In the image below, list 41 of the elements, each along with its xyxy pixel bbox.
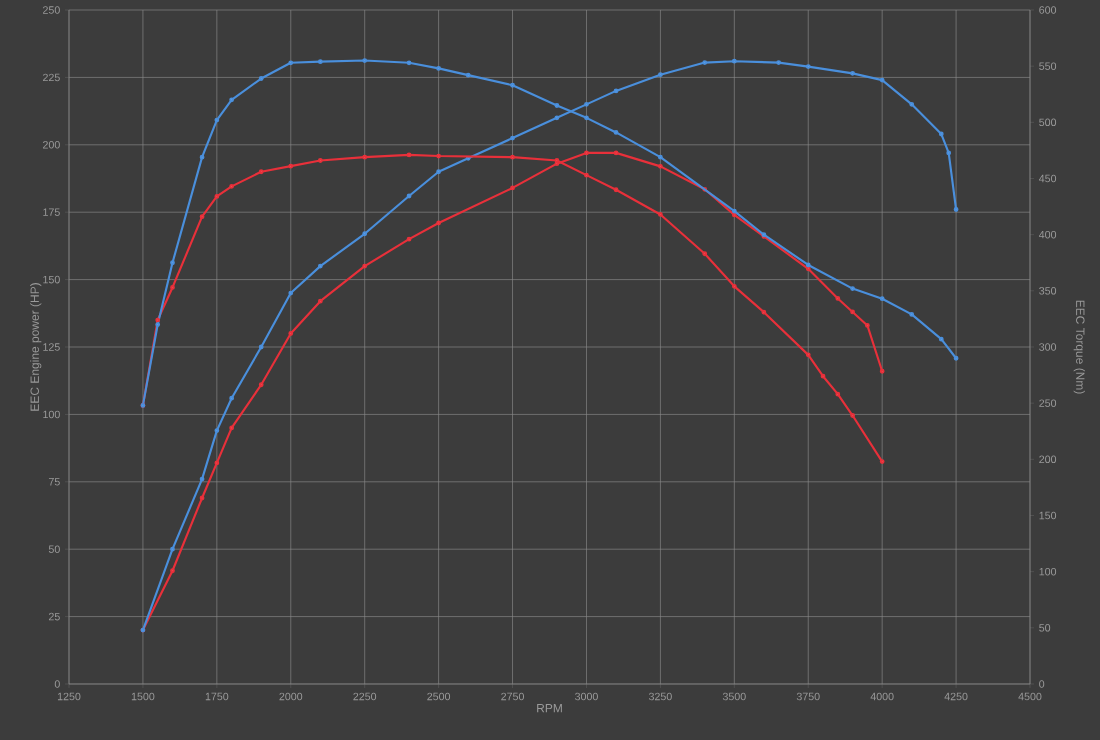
- x-tick-label: 2250: [353, 692, 377, 701]
- y-tick-label: 25: [48, 612, 60, 621]
- x-tick-label: 3000: [575, 692, 598, 701]
- y2-tick-label: 200: [1039, 455, 1057, 464]
- x-axis-title: RPM: [537, 704, 562, 713]
- x-tick-label: 3250: [648, 692, 672, 701]
- y2-tick-label: 250: [1039, 399, 1057, 407]
- y2-tick-label: 0: [1039, 680, 1045, 688]
- x-tick-label: 4250: [944, 692, 968, 701]
- y2-tick-label: 450: [1038, 174, 1057, 183]
- y2-tick-label: 150: [1039, 511, 1057, 520]
- x-tick-label: 1750: [205, 692, 229, 701]
- y2-axis-title: EEC Torque (Nm): [1073, 300, 1085, 394]
- y-tick-label: 75: [48, 478, 60, 486]
- y2-tick-label: 300: [1039, 343, 1057, 351]
- x-tick-label: 4500: [1018, 692, 1042, 701]
- y-tick-label: 100: [43, 410, 60, 419]
- y2-tick-label: 50: [1039, 624, 1051, 632]
- x-tick-label: 4000: [870, 692, 894, 701]
- y-tick-label: 150: [43, 275, 60, 284]
- x-tick-label: 2750: [501, 692, 524, 701]
- y2-tick-label: 600: [1039, 6, 1057, 14]
- y2-tick-label: 350: [1039, 287, 1057, 295]
- y2-tick-label: 550: [1039, 62, 1057, 70]
- y-tick-label: 50: [48, 545, 60, 553]
- x-tick-label: 2000: [279, 692, 303, 701]
- y2-tick-label: 100: [1039, 567, 1057, 576]
- y-tick-label: 0: [54, 680, 60, 688]
- x-tick-label: 3750: [796, 692, 820, 701]
- y2-tick-label: 400: [1038, 230, 1057, 239]
- y-tick-label: 200: [43, 141, 60, 149]
- y-tick-label: 175: [43, 208, 60, 216]
- y-tick-label: 125: [43, 343, 60, 351]
- x-tick-label: 2500: [427, 692, 451, 701]
- y-axis-title: EEC Engine power (HP): [30, 283, 42, 411]
- x-tick-label: 3500: [722, 692, 746, 701]
- x-tick-label: 1500: [131, 692, 155, 701]
- y-tick-label: 225: [43, 73, 60, 82]
- x-tick-label: 1250: [57, 692, 81, 701]
- y-tick-label: 250: [43, 6, 60, 14]
- y2-tick-label: 500: [1039, 118, 1057, 127]
